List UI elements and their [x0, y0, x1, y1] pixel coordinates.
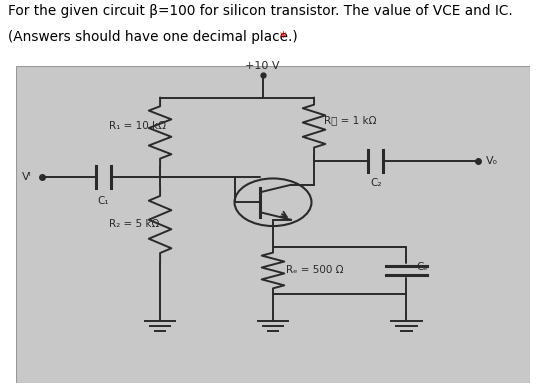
- Text: C₁: C₁: [98, 196, 109, 206]
- Text: RⰠ = 1 kΩ: RⰠ = 1 kΩ: [324, 115, 377, 125]
- Text: (Answers should have one decimal place.): (Answers should have one decimal place.): [8, 30, 298, 44]
- Text: Rₑ = 500 Ω: Rₑ = 500 Ω: [286, 265, 343, 276]
- Text: R₂ = 5 kΩ: R₂ = 5 kΩ: [109, 219, 159, 229]
- Text: Vᴵ: Vᴵ: [22, 172, 32, 182]
- Text: Vₒ: Vₒ: [486, 156, 498, 166]
- Text: +10 V: +10 V: [246, 60, 280, 70]
- Text: Cₑ: Cₑ: [417, 262, 429, 272]
- Text: R₁ = 10 kΩ: R₁ = 10 kΩ: [109, 121, 166, 131]
- Text: *: *: [280, 30, 287, 44]
- Text: C₂: C₂: [370, 178, 382, 188]
- Text: For the given circuit β=100 for silicon transistor. The value of VCE and IC.: For the given circuit β=100 for silicon …: [8, 4, 513, 18]
